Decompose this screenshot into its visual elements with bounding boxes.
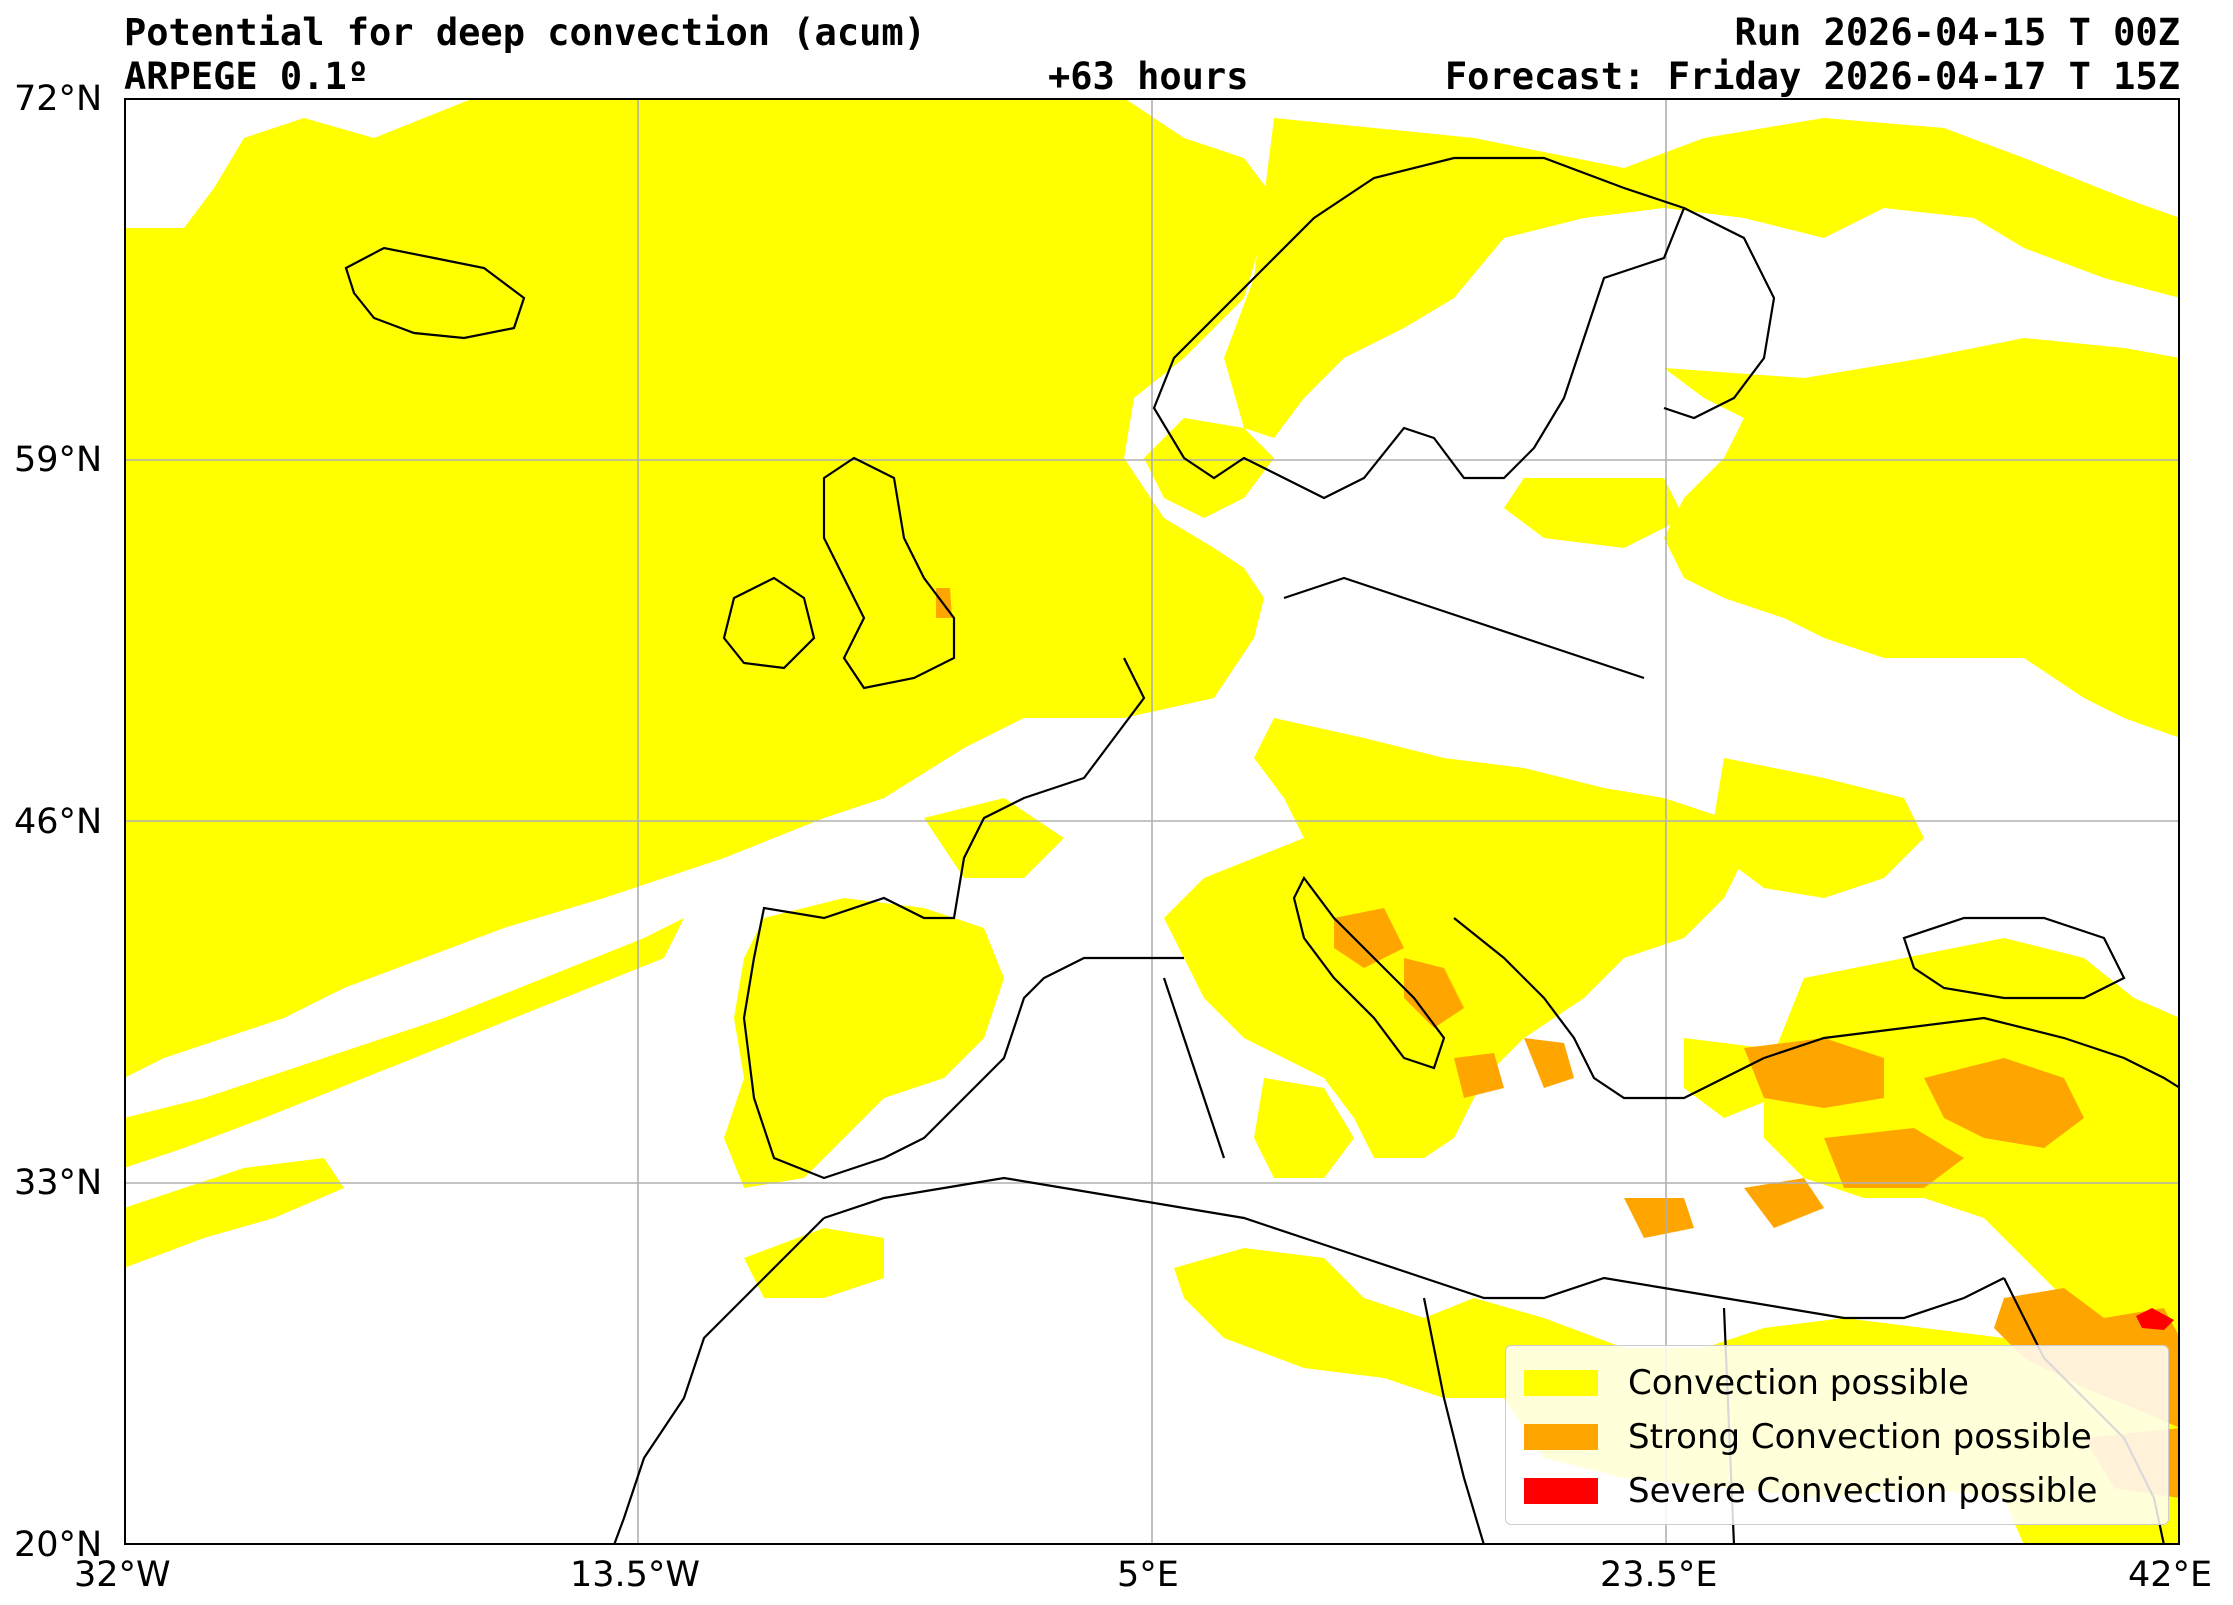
legend: Convection possible Strong Convection po… xyxy=(1505,1345,2169,1525)
lead-time-label: +63 hours xyxy=(1048,55,1249,98)
model-label: ARPEGE 0.1º xyxy=(124,55,370,98)
y-tick-46n: 46°N xyxy=(14,802,103,842)
y-tick-72n: 72°N xyxy=(14,79,103,119)
convection-map xyxy=(124,98,2180,1545)
legend-item-strong: Strong Convection possible xyxy=(1524,1417,2092,1457)
x-tick-32w: 32°W xyxy=(74,1555,171,1595)
x-tick-13-5w: 13.5°W xyxy=(570,1555,701,1595)
map-frame xyxy=(124,98,2180,1545)
y-tick-59n: 59°N xyxy=(14,440,103,480)
x-tick-42e: 42°E xyxy=(2128,1555,2213,1595)
y-tick-33n: 33°N xyxy=(14,1163,103,1203)
run-label: Run 2026-04-15 T 00Z xyxy=(1734,11,2180,54)
legend-swatch-red xyxy=(1524,1478,1598,1504)
y-tick-20n: 20°N xyxy=(14,1525,103,1565)
map-title: Potential for deep convection (acum) xyxy=(124,11,926,54)
severe-convection-area xyxy=(2136,1308,2174,1330)
legend-label: Convection possible xyxy=(1628,1363,1969,1403)
legend-item-severe: Severe Convection possible xyxy=(1524,1471,2098,1511)
x-tick-5e: 5°E xyxy=(1117,1555,1179,1595)
graticule xyxy=(124,98,2180,1545)
legend-label: Strong Convection possible xyxy=(1628,1417,2092,1457)
legend-item-convection: Convection possible xyxy=(1524,1363,1969,1403)
legend-swatch-yellow xyxy=(1524,1370,1598,1396)
legend-label: Severe Convection possible xyxy=(1628,1471,2098,1511)
x-tick-23-5e: 23.5°E xyxy=(1600,1555,1718,1595)
forecast-label: Forecast: Friday 2026-04-17 T 15Z xyxy=(1444,55,2180,98)
legend-swatch-orange xyxy=(1524,1424,1598,1450)
